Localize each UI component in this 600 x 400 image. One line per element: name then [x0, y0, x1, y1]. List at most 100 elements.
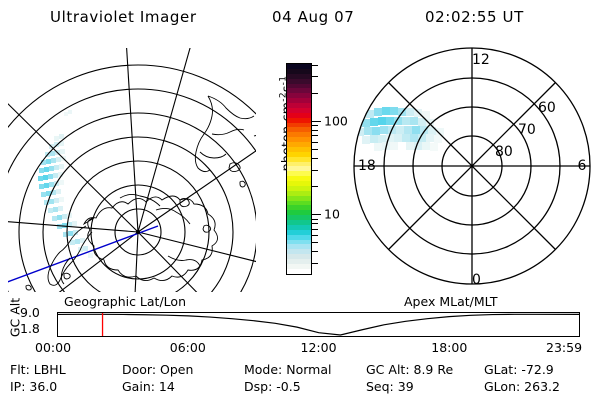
colorbar-minor-tick [312, 92, 318, 94]
timeline-xtick-label: 18:00 [431, 340, 468, 355]
colorbar-major-tick [312, 120, 321, 122]
colorbar-segment [287, 161, 311, 167]
latitude-circles [8, 64, 256, 292]
colorbar-segment [287, 107, 311, 113]
timeline-xtick-label: 00:00 [35, 340, 72, 355]
mlat-label-60: 60 [538, 100, 556, 116]
colorbar-segment [287, 137, 311, 142]
mlt-label-12: 12 [472, 52, 490, 68]
gc-altitude-curve [58, 313, 579, 336]
colorbar-segment [287, 239, 311, 245]
colorbar-segment [287, 254, 311, 259]
colorbar-segment [287, 73, 311, 79]
colorbar-segment [287, 151, 311, 157]
colorbar-segment [287, 224, 311, 230]
colorbar-ticks: 10 100 [312, 63, 352, 275]
terminator-line [8, 225, 159, 283]
colorbar-segment [287, 234, 311, 240]
apex-dial-panel[interactable]: 12 6 0 18 60 70 80 [352, 44, 596, 292]
colorbar-minor-tick [312, 169, 318, 171]
colorbar-segment [287, 156, 311, 162]
coastline-outlines [25, 95, 256, 291]
colorbar-segment [287, 210, 311, 216]
observation-time: 02:02:55 UT [425, 8, 524, 26]
colorbar-minor-tick [312, 64, 318, 66]
mlt-label-0: 0 [472, 272, 481, 288]
status-ip: IP: 36.0 [10, 379, 58, 394]
colorbar-minor-tick [312, 228, 318, 230]
colorbar-segment [287, 229, 311, 235]
colorbar-minor-tick [312, 235, 318, 236]
apex-dial-svg: 12 6 0 18 60 70 80 [353, 47, 591, 288]
mlt-spokes [354, 48, 590, 284]
colorbar-minor-tick [312, 263, 318, 265]
colorbar-gradient [287, 64, 311, 274]
status-seq: Seq: 39 [366, 379, 414, 394]
colorbar-segment [287, 64, 311, 69]
colorbar-segment [287, 181, 311, 186]
timeline-ytick-high: 9.0 [20, 305, 40, 320]
colorbar-tick-label: 100 [324, 113, 348, 129]
status-dsp: Dsp: -0.5 [244, 379, 301, 394]
colorbar-segment [287, 122, 311, 128]
colorbar-segment [287, 195, 311, 201]
status-mode: Mode: Normal [244, 362, 332, 377]
geographic-map-panel[interactable] [8, 48, 256, 292]
timeline-x-axis-labels: 00:00 06:00 12:00 18:00 23:59 [0, 340, 600, 356]
colorbar-minor-tick [312, 218, 318, 220]
status-gc-alt: GC Alt: 8.9 Re [366, 362, 454, 377]
timeline-xtick-label: 12:00 [300, 340, 337, 355]
colorbar-segment [287, 190, 311, 196]
colorbar-segment [287, 88, 311, 94]
colorbar-tick-label: 10 [324, 206, 340, 222]
colorbar-segment [287, 127, 311, 133]
mlt-label-18: 18 [358, 158, 376, 174]
colorbar-minor-tick [312, 242, 318, 244]
colorbar-segment [287, 220, 311, 225]
aurora-emission-geographic [38, 110, 93, 258]
timeline-plot-svg [58, 313, 579, 336]
timeline-xtick-label: 23:59 [546, 340, 583, 355]
observation-date: 04 Aug 07 [272, 8, 355, 26]
pole-marker [136, 230, 140, 234]
colorbar-segment [287, 263, 311, 269]
aurora-emission-apex [354, 107, 444, 151]
colorbar-minor-tick [312, 186, 318, 188]
geographic-map-svg [8, 48, 256, 292]
colorbar-segment [287, 166, 311, 172]
colorbar-segment [287, 185, 311, 191]
colorbar-segment [287, 176, 311, 181]
instrument-title: Ultraviolet Imager [50, 8, 197, 26]
status-glon: GLon: 263.2 [484, 379, 560, 394]
colorbar-minor-tick [312, 129, 318, 131]
apex-panel-caption: Apex MLat/MLT [404, 294, 498, 309]
mlat-label-70: 70 [518, 122, 536, 138]
colorbar-segment [287, 98, 311, 103]
status-gain: Gain: 14 [122, 379, 175, 394]
colorbar-minor-tick [312, 251, 318, 253]
geographic-panel-caption: Geographic Lat/Lon [64, 294, 186, 309]
colorbar-minor-tick [312, 76, 318, 78]
colorbar-gradient-box[interactable] [286, 63, 312, 275]
colorbar-minor-tick [312, 223, 318, 225]
timeline-xtick-label: 06:00 [169, 340, 206, 355]
status-block: Flt: LBHL Door: Open Mode: Normal GC Alt… [0, 362, 600, 400]
colorbar-segment [287, 103, 311, 108]
colorbar-major-tick [312, 214, 321, 216]
colorbar-segment [287, 171, 311, 177]
colorbar-segment [287, 146, 311, 152]
colorbar-segment [287, 112, 311, 118]
colorbar-segment [287, 117, 311, 123]
status-flt: Flt: LBHL [10, 362, 66, 377]
colorbar-segment [287, 205, 311, 211]
colorbar-minor-tick [312, 158, 318, 160]
colorbar-segment [287, 142, 311, 147]
timeline-plot-area[interactable] [57, 312, 580, 337]
colorbar-minor-tick [312, 141, 318, 143]
orbit-timeline-panel[interactable]: Geographic Lat/Lon Apex MLat/MLT GC Alt … [0, 294, 600, 356]
colorbar-segment [287, 132, 311, 138]
colorbar-segment [287, 215, 311, 220]
status-door: Door: Open [122, 362, 194, 377]
colorbar-minor-tick [312, 125, 318, 127]
